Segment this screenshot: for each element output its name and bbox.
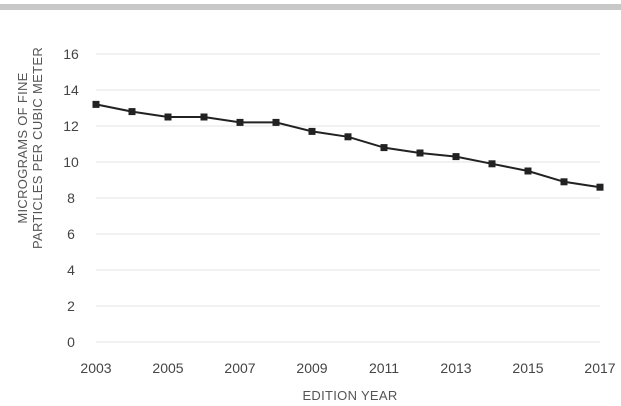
data-point-2011 [380, 144, 388, 152]
x-axis-title: EDITION YEAR [302, 388, 397, 403]
gridlines [96, 53, 600, 343]
y-tick-label: 10 [63, 154, 79, 170]
data-point-2006 [200, 113, 208, 121]
data-point-2015 [524, 167, 532, 175]
data-point-2003 [92, 100, 100, 108]
series-markers [92, 100, 604, 191]
data-point-2004 [128, 108, 136, 116]
top-divider-bar [0, 4, 621, 10]
y-tick-label: 14 [63, 82, 79, 98]
data-point-2009 [308, 127, 316, 135]
y-axis-title-line-1: MICROGRAMS OF FINE [15, 72, 30, 223]
data-point-2007 [236, 118, 244, 126]
x-tick-label: 2005 [152, 360, 183, 376]
data-point-2010 [344, 133, 352, 141]
x-tick-label: 2011 [369, 360, 399, 376]
x-tick-label: 2003 [80, 360, 111, 376]
y-tick-label: 2 [67, 298, 75, 314]
data-point-2016 [560, 178, 568, 186]
y-tick-label: 6 [67, 226, 75, 242]
data-point-2005 [164, 113, 172, 121]
series-line [95, 103, 601, 189]
data-point-2012 [416, 149, 424, 157]
data-point-2008 [272, 118, 280, 126]
x-tick-labels: 2003 2005 2007 2009 2011 2013 2015 2017 [80, 360, 615, 376]
y-tick-label: 12 [63, 118, 79, 134]
x-tick-label: 2007 [224, 360, 255, 376]
data-point-2013 [452, 153, 460, 161]
y-tick-label: 4 [67, 262, 75, 278]
x-tick-label: 2015 [512, 360, 543, 376]
y-tick-labels: 0 2 4 6 8 10 12 14 16 [63, 46, 79, 350]
y-tick-label: 8 [67, 190, 75, 206]
x-tick-label: 2017 [584, 360, 615, 376]
data-point-2014 [488, 160, 496, 168]
y-tick-label: 0 [67, 334, 75, 350]
y-tick-label: 16 [63, 46, 79, 62]
x-tick-label: 2013 [440, 360, 471, 376]
data-point-2017 [596, 183, 604, 191]
y-axis-title-line-2: PARTICLES PER CUBIC METER [30, 47, 45, 249]
x-tick-label: 2009 [296, 360, 327, 376]
